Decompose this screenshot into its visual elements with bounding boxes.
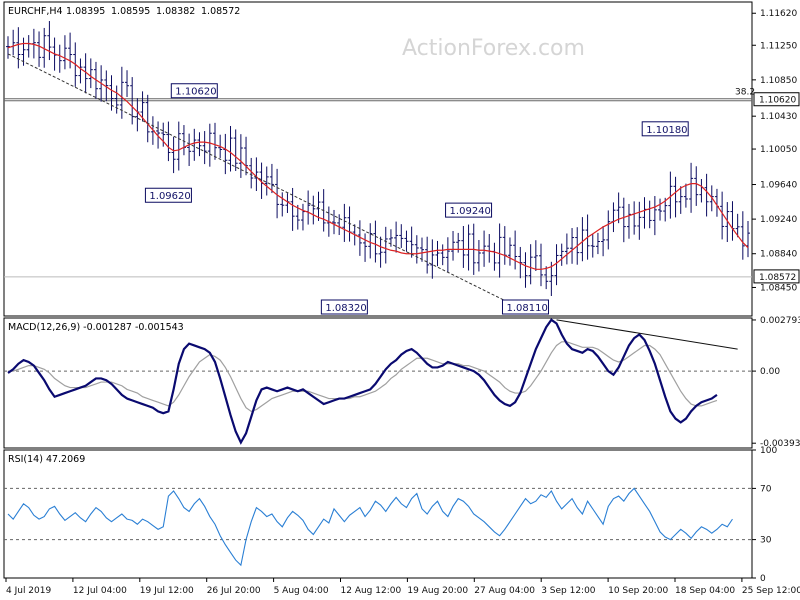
rsi-pane-frame <box>3 449 753 579</box>
rsi-line <box>7 487 733 567</box>
x-tick-label: 26 Jul 20:00 <box>207 586 261 596</box>
watermark-text: ActionForex.com <box>402 36 585 61</box>
price-y-tick-label: 1.11250 <box>760 41 797 51</box>
current-price-box <box>753 269 800 284</box>
price-callout-box <box>641 121 689 137</box>
x-tick-label: 3 Sep 12:00 <box>541 586 596 596</box>
price-pane-frame <box>3 1 753 317</box>
price-y-tick-label: 1.10050 <box>760 145 797 155</box>
macd-line <box>7 318 718 445</box>
fib-level-price-label: 1.10620 <box>759 96 796 106</box>
macd-signal-line <box>8 341 718 413</box>
price-callout-box <box>144 187 192 203</box>
macd-y-tick-label: -0.003938 <box>760 439 800 449</box>
price-y-tick-label: 1.10430 <box>760 112 797 122</box>
ohlc-value: 1.08395 <box>66 6 105 17</box>
chart-title: EURCHF,H4 <box>8 6 63 17</box>
price-y-tick-label: 1.08450 <box>760 283 797 293</box>
price-callout-label: 1.09620 <box>149 191 190 202</box>
price-y-tick-label: 1.09640 <box>760 181 797 191</box>
ohlc-value: 1.08595 <box>111 6 150 17</box>
price-callout-label: 1.08320 <box>325 303 366 314</box>
price-callout-label: 1.10180 <box>646 125 687 136</box>
price-y-tick-label: 1.10850 <box>760 76 797 86</box>
price-y-tick-label: 1.08840 <box>760 250 797 260</box>
price-callout-box <box>445 202 493 218</box>
x-tick-label: 10 Sep 20:00 <box>608 586 668 596</box>
fib-level-label: 38.2 <box>735 88 755 98</box>
rsi-title: RSI(14) 47.2069 <box>8 454 85 465</box>
x-tick-label: 12 Aug 12:00 <box>341 586 402 596</box>
x-tick-label: 5 Aug 04:00 <box>274 586 329 596</box>
fib-level-price-box <box>753 92 800 107</box>
x-tick-label: 4 Jul 2019 <box>6 586 51 596</box>
price-trendline <box>7 53 526 312</box>
x-tick-label: 12 Jul 04:00 <box>73 586 127 596</box>
x-axis: 4 Jul 2019 12 Jul 04:00 19 Jul 12:00 26 Jul… <box>5 578 800 596</box>
price-y-tick-label: 1.11620 <box>760 9 797 19</box>
macd-resistance-line <box>556 319 738 350</box>
price-callout-box <box>501 299 549 315</box>
x-tick-label: 27 Aug 04:00 <box>474 586 535 596</box>
rsi-y-tick-label: 30 <box>760 536 772 546</box>
ohlc-value: 1.08572 <box>201 6 240 17</box>
rsi-pane: 100 70 30 0 RSI(14) 47.2069 <box>4 446 777 584</box>
moving-average-line <box>7 42 749 270</box>
price-callout-box <box>320 299 368 315</box>
rsi-y-tick-label: 0 <box>760 574 766 584</box>
price-callout-label: 1.09240 <box>450 206 491 217</box>
macd-pane-frame <box>3 317 753 449</box>
x-tick-label: 19 Aug 20:00 <box>407 586 468 596</box>
rsi-y-tick-label: 100 <box>760 446 777 456</box>
macd-y-tick-label: 0.002793 <box>760 316 800 326</box>
price-callout-label: 1.08110 <box>506 303 547 314</box>
macd-pane: 0.002793 0.00 -0.003938 MACD(12,26,9) -0.00… <box>4 316 800 449</box>
x-tick-label: 18 Sep 04:00 <box>675 586 735 596</box>
price-callout-box <box>170 83 218 99</box>
x-tick-label: 25 Sep 12:00 <box>742 586 800 596</box>
rsi-y-tick-label: 70 <box>760 484 772 494</box>
price-y-tick-label: 1.09240 <box>760 215 797 225</box>
macd-y-tick-label: 0.00 <box>760 367 780 377</box>
ohlc-value: 1.08382 <box>156 6 195 17</box>
macd-title: MACD(12,26,9) -0.001287 -0.001543 <box>8 322 184 333</box>
price-pane: ActionForex.com 1.11620 1.11250 1.10850 1.10… <box>4 6 800 315</box>
x-tick-label: 19 Jul 12:00 <box>140 586 194 596</box>
price-callout-label: 1.10620 <box>175 87 216 98</box>
current-price-label: 1.08572 <box>759 273 796 283</box>
